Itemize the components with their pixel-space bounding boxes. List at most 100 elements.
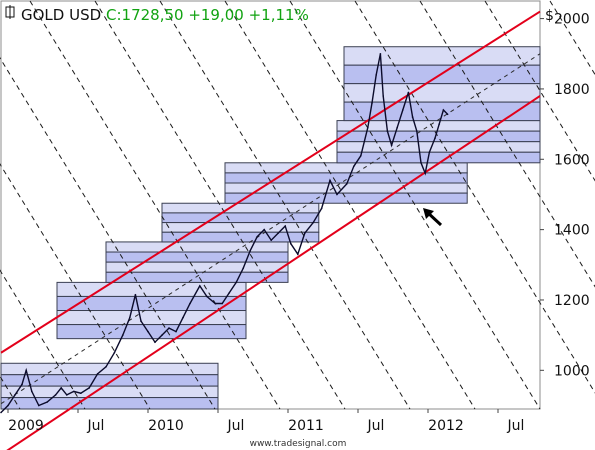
band-box-1-2 — [56, 310, 247, 326]
band-box-6-0 — [343, 46, 541, 66]
price-point-1 — [7, 404, 9, 407]
price-point-23 — [161, 334, 163, 336]
price-point-59 — [402, 109, 404, 111]
price-point-61 — [411, 116, 414, 118]
band-box-3-1 — [161, 212, 320, 224]
fan-line-7 — [354, 0, 595, 394]
price-point-28 — [199, 285, 201, 287]
price-point-51 — [367, 126, 369, 129]
y-tick-label-0: 1000 — [554, 363, 590, 379]
currency-label: $ — [545, 8, 554, 24]
band-box-0-3 — [0, 397, 219, 410]
price-point-31 — [221, 302, 223, 305]
band-box-4-3 — [224, 192, 468, 204]
price-point-14 — [96, 373, 99, 375]
price-point-62 — [416, 130, 418, 132]
band-box-5-3 — [336, 151, 541, 164]
price-point-68 — [442, 109, 445, 111]
x-tick-label-1: Jul — [87, 418, 105, 434]
axis-layer: 1000 1200 1400 1600 1800 2000 2009 Jul 2010 Jul 20… — [7, 12, 590, 434]
band-box-5-1 — [336, 130, 541, 143]
price-point-8 — [54, 394, 57, 396]
price-point-19 — [134, 293, 137, 296]
price-point-52 — [371, 102, 373, 104]
x-tick-label-4: 2011 — [288, 418, 324, 434]
fan-line--1 — [0, 269, 86, 410]
fan-line-3 — [94, 0, 346, 410]
price-point-41 — [290, 242, 292, 245]
price-point-0 — [0, 411, 2, 414]
price-point-25 — [175, 330, 177, 333]
channel-line-1 — [6, 95, 541, 450]
price-point-37 — [263, 228, 266, 231]
price-point-67 — [438, 123, 441, 125]
fan-line-4 — [159, 0, 411, 410]
price-point-24 — [168, 327, 170, 329]
band-box-3-2 — [161, 222, 320, 233]
y-tick-label-2: 1400 — [554, 223, 590, 239]
price-point-11 — [73, 390, 75, 393]
price-point-49 — [353, 165, 355, 168]
fan-line-5 — [224, 0, 476, 410]
y-tick-label-5: 2000 — [554, 12, 590, 28]
fan-line-10 — [549, 0, 595, 76]
price-point-10 — [66, 394, 68, 396]
price-point-26 — [182, 316, 184, 319]
price-point-17 — [122, 334, 124, 336]
price-point-20 — [140, 320, 142, 322]
x-tick-label-2: 2010 — [148, 418, 184, 434]
price-point-27 — [189, 302, 191, 305]
price-point-43 — [304, 232, 306, 234]
price-point-9 — [60, 387, 62, 389]
band-box-0-1 — [0, 374, 219, 387]
symbol-label: GOLD USD — [21, 6, 101, 24]
x-tick-label-7: Jul — [507, 418, 525, 434]
price-point-60 — [407, 91, 410, 94]
annotation-arrow — [423, 208, 443, 227]
price-point-38 — [270, 239, 273, 241]
y-tick-label-3: 1600 — [554, 152, 590, 168]
price-point-36 — [256, 235, 259, 238]
price-point-54 — [379, 53, 382, 55]
price-point-55 — [382, 95, 385, 97]
price-point-63 — [420, 162, 422, 164]
price-point-12 — [80, 392, 82, 395]
price-point-3 — [21, 383, 23, 386]
band-box-2-1 — [105, 251, 289, 263]
price-point-46 — [329, 179, 331, 182]
price-point-56 — [386, 130, 389, 132]
price-point-30 — [214, 302, 216, 305]
channel-layer — [0, 10, 541, 450]
y-tick-label-1: 1200 — [554, 293, 590, 309]
price-point-57 — [390, 144, 393, 146]
price-series-0 — [0, 53, 449, 413]
channel-line-0 — [0, 10, 541, 354]
price-point-45 — [320, 207, 323, 210]
fan-line-2 — [29, 0, 281, 410]
price-point-53 — [375, 74, 378, 76]
x-tick-label-3: Jul — [227, 418, 245, 434]
price-point-18 — [129, 316, 131, 319]
price-point-13 — [88, 387, 90, 389]
price-point-40 — [284, 225, 287, 227]
price-point-29 — [206, 295, 208, 298]
price-point-69 — [446, 113, 449, 116]
price-point-50 — [360, 155, 362, 157]
price-point-2 — [14, 394, 16, 396]
band-box-1-0 — [56, 281, 247, 297]
price-point-4 — [25, 369, 28, 372]
channel-midline — [0, 53, 541, 405]
price-point-16 — [113, 351, 116, 354]
price-point-44 — [312, 221, 315, 224]
price-point-64 — [424, 172, 427, 175]
price-point-21 — [147, 330, 149, 333]
band-box-3-0 — [161, 202, 320, 214]
price-point-22 — [154, 341, 156, 344]
band-box-2-3 — [105, 271, 289, 283]
price-point-32 — [228, 292, 230, 294]
price-layer — [0, 53, 449, 414]
y-tick-label-4: 1800 — [554, 82, 590, 98]
x-tick-label-5: Jul — [367, 418, 385, 434]
